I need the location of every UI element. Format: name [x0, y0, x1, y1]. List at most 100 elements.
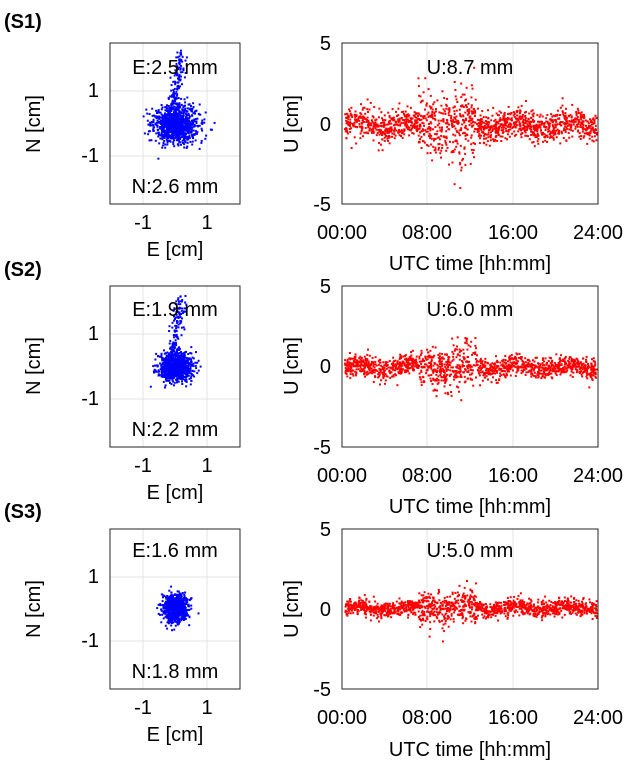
timeseries-point — [348, 110, 351, 113]
scatter-point — [184, 363, 187, 366]
scatter-point — [164, 364, 167, 367]
scatter-point — [157, 111, 160, 114]
timeseries-point — [445, 137, 448, 140]
timeseries-point — [563, 122, 566, 125]
timeseries-point — [476, 128, 479, 130]
timeseries-point — [349, 118, 352, 121]
timeseries-point — [420, 114, 422, 117]
timeseries-point — [460, 105, 463, 108]
timeseries-point — [400, 121, 403, 124]
scatter-point — [156, 125, 159, 128]
scatter-point — [162, 144, 164, 147]
timeseries-point — [427, 374, 430, 377]
timeseries-point — [385, 123, 388, 126]
scatter-point — [192, 357, 195, 360]
timeseries-point — [505, 372, 508, 375]
scatter-point — [152, 124, 155, 127]
timeseries-point — [386, 364, 389, 366]
timeseries-point — [574, 368, 577, 371]
timeseries-point — [583, 370, 586, 373]
scatter-point — [158, 115, 161, 118]
timeseries-point — [415, 125, 418, 128]
timeseries-point — [503, 113, 506, 115]
timeseries-point — [391, 132, 394, 135]
scatter-point — [160, 369, 163, 372]
timeseries-point — [362, 135, 364, 138]
timeseries-point — [433, 139, 435, 142]
timeseries-point — [347, 117, 350, 120]
timeseries-point — [440, 363, 443, 366]
scatter-point — [183, 310, 186, 313]
scatter-point — [184, 379, 187, 381]
timeseries-point — [503, 365, 506, 368]
timeseries-point — [581, 115, 584, 118]
timeseries-point — [405, 359, 408, 362]
timeseries-point — [353, 121, 356, 124]
scatter-point — [150, 139, 153, 142]
timeseries-point — [482, 365, 485, 368]
timeseries-point — [527, 125, 529, 128]
timeseries-point — [487, 133, 490, 136]
timeseries-point — [528, 369, 531, 372]
timeseries-point — [351, 373, 354, 376]
timeseries-point — [351, 357, 354, 360]
timeseries-point — [454, 127, 457, 130]
scatter-point — [209, 128, 212, 131]
timeseries-point — [434, 389, 437, 392]
timeseries-point — [462, 106, 465, 108]
timeseries-point — [453, 349, 456, 352]
scatter-point — [169, 123, 172, 126]
timeseries-point — [389, 366, 392, 369]
timeseries-point — [419, 138, 422, 141]
timeseries-point — [388, 142, 391, 145]
timeseries-point — [456, 364, 459, 367]
scatter-point — [167, 369, 170, 372]
timeseries-point — [397, 130, 400, 133]
timeseries-point — [346, 120, 349, 123]
timeseries-point — [344, 130, 347, 133]
timeseries-point — [397, 365, 400, 368]
timeseries-point — [550, 372, 553, 375]
timeseries-point — [471, 111, 474, 114]
scatter-point — [176, 359, 179, 362]
timeseries-point — [469, 364, 472, 367]
timeseries-point — [566, 125, 569, 127]
scatter-point — [194, 139, 197, 142]
timeseries-point — [422, 122, 425, 125]
timeseries-point — [361, 122, 364, 125]
timeseries-point — [544, 357, 547, 360]
timeseries-point — [432, 103, 435, 106]
timeseries-point — [550, 357, 552, 360]
scatter-point — [171, 119, 174, 122]
timeseries-point — [470, 106, 473, 109]
scatter-point — [161, 146, 164, 149]
timeseries-point — [553, 362, 556, 364]
timeseries-point — [463, 93, 466, 96]
scatter-point — [171, 349, 174, 352]
scatter-point — [175, 139, 178, 142]
scatter-point — [196, 131, 199, 134]
timeseries-point — [480, 125, 482, 128]
timeseries-point — [542, 357, 544, 360]
y-tick-label: 1 — [88, 323, 99, 345]
scatter-point — [175, 131, 178, 134]
timeseries-point — [423, 366, 426, 369]
scatter-point — [179, 129, 182, 132]
scatter-point — [164, 369, 167, 372]
timeseries-point — [521, 366, 524, 369]
scatter-point — [180, 75, 182, 78]
timeseries-point — [439, 374, 442, 376]
scatter-point — [165, 118, 168, 121]
timeseries-point — [495, 123, 498, 126]
timeseries-point — [485, 367, 488, 370]
timeseries-point — [514, 355, 517, 358]
scatter-point — [160, 372, 163, 375]
timeseries-point — [527, 362, 530, 364]
timeseries-point — [476, 369, 479, 371]
timeseries-point — [463, 375, 466, 378]
scatter-point — [180, 59, 183, 62]
timeseries-point — [552, 130, 555, 133]
scatter-point — [161, 123, 163, 126]
timeseries-point — [466, 337, 469, 340]
timeseries-point — [357, 118, 360, 121]
